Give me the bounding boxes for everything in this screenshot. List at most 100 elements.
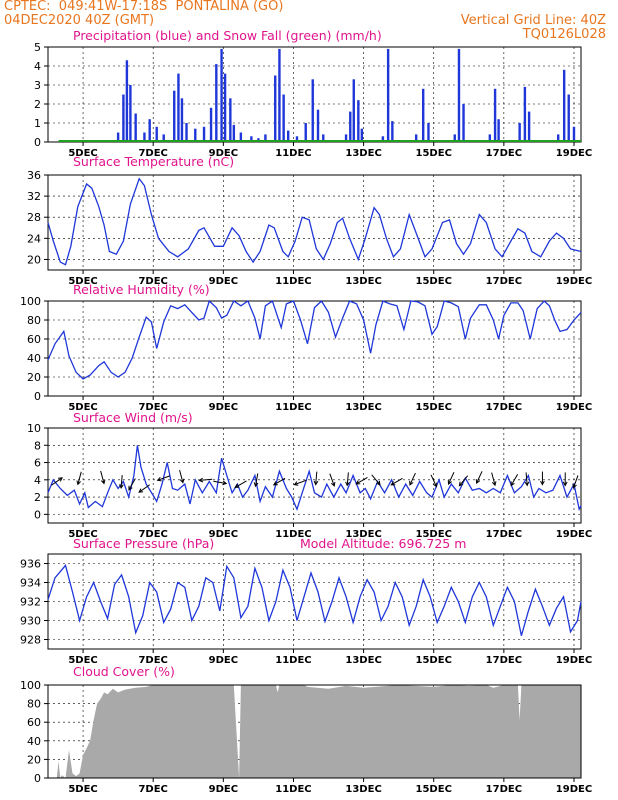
precip-bar (562, 69, 566, 142)
x-tick-label: 17DEC (486, 276, 522, 287)
wind-arrow (100, 470, 105, 484)
precip-bar (177, 73, 180, 142)
x-tick-label: 9DEC (209, 784, 238, 795)
x-tick-label: 15DEC (416, 402, 452, 413)
panel-title: Surface Temperature (nC) (73, 154, 234, 169)
x-tick-label: 5DEC (68, 784, 97, 795)
x-tick-label: 15DEC (416, 276, 452, 287)
wind-arrow-head (562, 481, 568, 487)
wind-arrow-head (293, 481, 299, 486)
y-tick-label: 40 (27, 352, 41, 365)
wind-arrow (157, 475, 170, 481)
precip-bar (381, 136, 385, 142)
x-tick-label: 5DEC (68, 655, 97, 666)
wind-arrow (409, 472, 416, 486)
precip-bar (427, 123, 430, 142)
y-tick-label: 0 (34, 390, 41, 403)
x-tick-label: 19DEC (556, 276, 592, 287)
y-tick-label: 928 (20, 634, 41, 647)
series-line (47, 177, 582, 266)
wind-arrow-head (222, 480, 228, 486)
wind-arrow-head (156, 476, 162, 482)
wind-arrow (448, 471, 455, 485)
panel-title: Relative Humidity (%) (73, 282, 210, 297)
wind-arrow (51, 477, 63, 486)
panel-title: Precipitation (blue) and Snow Fall (gree… (73, 28, 382, 43)
precip-bar (567, 94, 570, 142)
wind-arrow-head (179, 478, 185, 484)
wind-arrow (234, 480, 247, 488)
wind-arrow (120, 475, 123, 489)
panel-frame (47, 300, 582, 397)
x-tick-label: 9DEC (209, 655, 238, 666)
y-tick-label: 100 (20, 679, 41, 692)
precip-bar (557, 134, 560, 142)
y-tick-label: 32 (27, 190, 41, 203)
precip-bar (134, 113, 137, 142)
header-code: TQ0126L028 (522, 27, 606, 42)
wind-arrow (128, 478, 136, 491)
precip-bar (185, 123, 188, 142)
x-tick-label: 11DEC (275, 148, 311, 159)
y-tick-label: 0 (34, 508, 41, 521)
y-tick-label: 934 (20, 577, 41, 590)
precip-bar (264, 134, 267, 142)
precip-bar (274, 75, 277, 142)
precip-bar (360, 128, 364, 142)
y-tick-label: 4 (34, 60, 41, 73)
wind-arrow-head (458, 481, 464, 487)
panel-frame (47, 174, 582, 271)
precip-bar (316, 109, 320, 142)
x-tick-label: 9DEC (209, 529, 238, 540)
header-date: 04DEC2020 40Z (GMT) (4, 13, 155, 28)
precip-bar (493, 88, 497, 142)
panel-frame-outline (47, 684, 582, 779)
x-tick-label: 15DEC (416, 784, 452, 795)
x-tick-label: 17DEC (486, 784, 522, 795)
x-tick-label: 19DEC (556, 402, 592, 413)
precip-bar (422, 88, 425, 142)
precip-bar (453, 134, 456, 142)
wind-arrow-head (355, 480, 361, 485)
precip-bar (229, 98, 232, 142)
wind-arrow (430, 474, 437, 487)
precip-bar (572, 126, 576, 142)
wind-arrow-head (475, 479, 481, 485)
panel-title: Cloud Cover (%) (73, 664, 175, 679)
wind-arrow (294, 479, 307, 486)
precip-bar (386, 48, 390, 142)
wind-arrow-head (198, 477, 204, 483)
y-tick-label: 60 (27, 716, 41, 729)
wind-arrow (138, 484, 151, 493)
precip-bar (250, 136, 253, 142)
y-tick-label: 930 (20, 615, 41, 628)
x-tick-label: 9DEC (209, 276, 238, 287)
wind-arrow-head (409, 480, 414, 486)
wind-arrow-head (234, 483, 240, 488)
wind-arrow-head (572, 483, 577, 489)
precip-bar (232, 124, 236, 142)
wind-arrow-head (330, 481, 336, 487)
wind-arrow (510, 473, 519, 486)
x-tick-label: 15DEC (416, 655, 452, 666)
wind-arrow-head (376, 480, 381, 486)
precip-bar (523, 86, 527, 142)
y-tick-label: 8 (34, 439, 41, 452)
series-line (47, 564, 582, 636)
wind-arrow-head (390, 481, 396, 486)
wind-arrow (391, 477, 403, 486)
x-tick-label: 5DEC (68, 402, 97, 413)
panel-annotation: Model Altitude: 696.725 m (300, 536, 466, 551)
y-tick-label: 80 (27, 314, 41, 327)
x-tick-label: 5DEC (68, 276, 97, 287)
wind-arrow (458, 475, 469, 486)
wind-arrow-head (432, 482, 438, 488)
x-tick-label: 11DEC (275, 784, 311, 795)
wind-arrow-head (540, 480, 545, 486)
precip-bar (180, 98, 184, 142)
x-tick-label: 11DEC (275, 402, 311, 413)
precip-bar (391, 121, 394, 142)
series-line (47, 445, 582, 512)
x-tick-label: 13DEC (345, 655, 381, 666)
